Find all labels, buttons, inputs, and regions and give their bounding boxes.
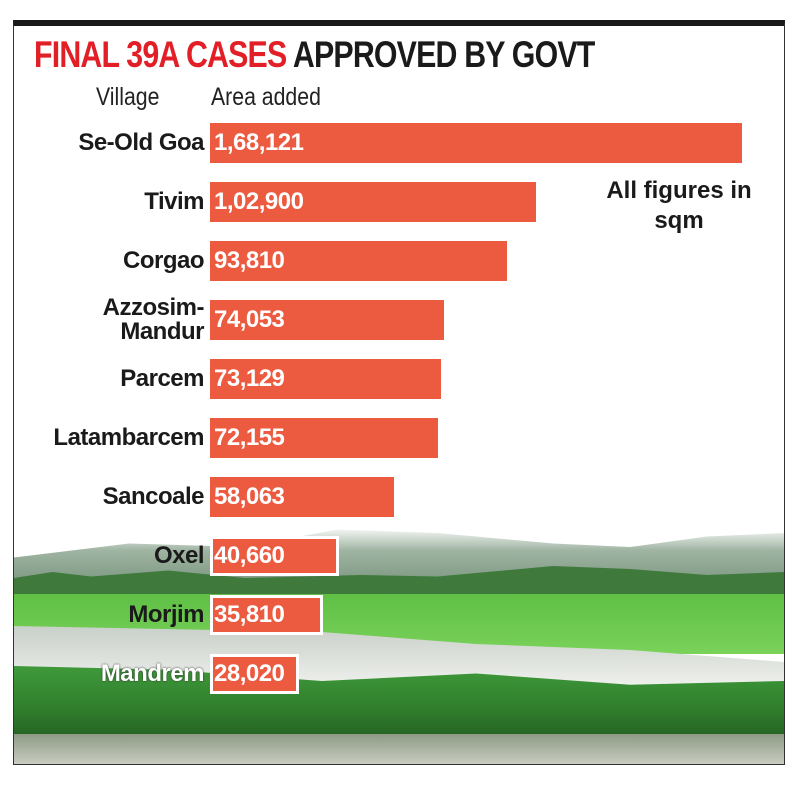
bar-1 — [210, 182, 536, 222]
bar-7 — [210, 536, 339, 576]
category-label: Mandrem — [100, 660, 205, 687]
value-label: 1,02,900 — [214, 188, 304, 215]
category-label: Corgao — [123, 247, 205, 274]
value-label: 73,129 — [214, 365, 285, 392]
value-label: 58,063 — [214, 483, 285, 510]
value-label: 40,660 — [214, 542, 285, 569]
chart-title: FINAL 39A CASES APPROVED BY GOVT — [34, 34, 595, 76]
category-label: Morjim — [128, 601, 204, 628]
category-label: Latambarcem — [53, 424, 204, 451]
bar-6 — [210, 477, 394, 517]
bar-8 — [210, 595, 324, 635]
category-header: Village — [96, 83, 160, 111]
landscape-photo — [14, 526, 784, 764]
bar-9 — [210, 654, 299, 694]
value-label: 93,810 — [214, 247, 285, 274]
value-label: 74,053 — [214, 306, 285, 333]
value-label: 35,810 — [214, 601, 285, 628]
category-label: Tivim — [144, 188, 204, 215]
title-black: APPROVED BY GOVT — [292, 34, 595, 75]
title-red: FINAL 39A CASES — [34, 34, 287, 75]
bar-3 — [210, 300, 445, 340]
units-note: All figures in sqm — [606, 177, 752, 234]
infographic-frame: FINAL 39A CASES APPROVED BY GOVT Village… — [13, 20, 785, 765]
category-label: Sancoale — [102, 483, 205, 510]
value-label: 28,020 — [214, 660, 285, 687]
bar-0 — [210, 123, 742, 163]
category-label: Se-Old Goa — [78, 129, 204, 156]
value-label: 72,155 — [214, 424, 285, 451]
bar-2 — [210, 241, 507, 281]
category-label: Azzosim- Mandur — [102, 294, 205, 345]
bar-5 — [210, 418, 439, 458]
bar-4 — [210, 359, 442, 399]
value-header: Area added — [211, 83, 321, 111]
value-label: 1,68,121 — [214, 129, 304, 156]
category-label: Oxel — [153, 542, 205, 569]
category-label: Parcem — [120, 365, 204, 392]
